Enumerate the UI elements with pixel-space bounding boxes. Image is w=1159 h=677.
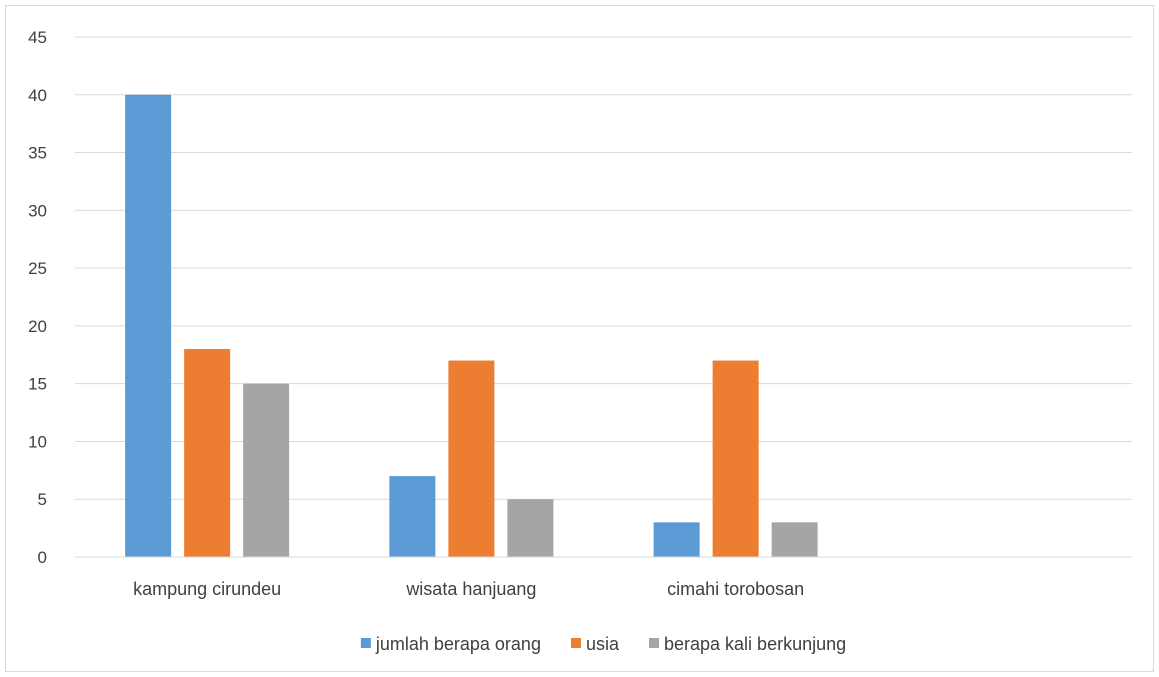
legend-item: jumlah berapa orang [360, 634, 541, 654]
y-tick-label: 0 [38, 548, 47, 567]
y-tick-label: 25 [28, 259, 47, 278]
bar [653, 522, 700, 557]
bar [243, 383, 290, 557]
legend-label: usia [586, 634, 620, 654]
chart-frame [5, 5, 1154, 672]
legend-label: berapa kali berkunjung [664, 634, 846, 654]
y-tick-label: 20 [28, 317, 47, 336]
y-tick-label: 15 [28, 375, 47, 394]
y-tick-label: 10 [28, 432, 47, 451]
y-tick-label: 30 [28, 201, 47, 220]
legend: jumlah berapa orang usia berapa kali berku… [360, 634, 846, 654]
x-axis-labels: kampung cirundeu wisata hanjuang cimahi to… [133, 579, 804, 599]
y-tick-label: 35 [28, 144, 47, 163]
legend-swatch [360, 638, 371, 648]
bar [507, 499, 554, 557]
x-tick-label: wisata hanjuang [405, 579, 536, 599]
legend-item: berapa kali berkunjung [649, 634, 846, 654]
legend-swatch [570, 638, 581, 648]
y-axis-ticks: 0 5 10 15 20 25 30 35 40 45 [28, 28, 47, 567]
legend-label: jumlah berapa orang [375, 634, 541, 654]
bar [125, 94, 172, 558]
y-tick-label: 45 [28, 28, 47, 47]
bar [712, 360, 759, 557]
x-tick-label: cimahi torobosan [667, 579, 804, 599]
bar [389, 476, 436, 557]
x-tick-label: kampung cirundeu [133, 579, 281, 599]
gridlines [75, 36, 1132, 500]
bar [184, 349, 231, 557]
y-tick-label: 5 [38, 490, 47, 509]
bars [125, 94, 818, 558]
bar [448, 360, 495, 557]
y-tick-label: 40 [28, 86, 47, 105]
bar [771, 522, 818, 557]
legend-item: usia [570, 634, 620, 654]
legend-swatch [649, 638, 660, 648]
